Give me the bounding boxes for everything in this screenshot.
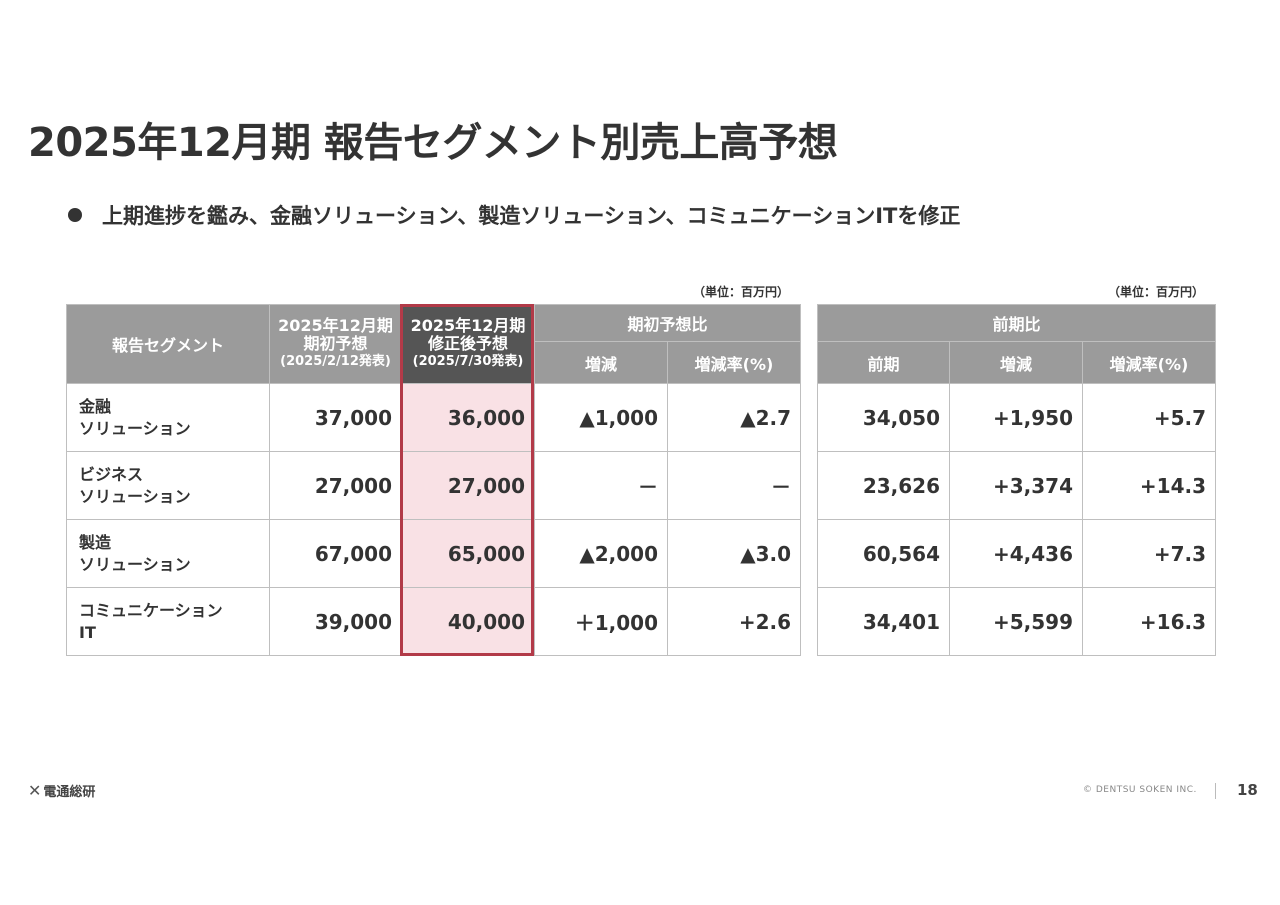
prior-value: 34,050 [817,383,950,452]
change-value: － [534,451,668,520]
prior-value: 34,401 [817,587,950,656]
unit-label-left: （単位：百万円） [693,285,790,299]
unit-label-right: （単位：百万円） [1108,285,1205,299]
page-number: 18 [1237,781,1258,799]
logo-text: 電通総研 [43,785,96,800]
change-rate-value: ▲3.0 [666,519,802,588]
change-value: +4,436 [949,519,1083,588]
segment-name: ビジネス ソリューション [66,451,270,520]
change-value: ▲1,000 [534,383,668,452]
header-change-rate: 増減率(%) [666,341,802,384]
table-row: 34,050 +1,950 +5.7 [817,383,1217,452]
table-row: 60,564 +4,436 +7.3 [817,519,1217,588]
page-title: 2025年12月期 報告セグメント別売上高予想 [28,120,838,166]
change-value: ▲2,000 [534,519,668,588]
header-segment: 報告セグメント [66,304,270,384]
logo-mark-icon: ✕ [28,781,42,800]
revised-forecast-value: 36,000 [401,383,535,452]
company-logo: ✕ 電通総研 [28,781,95,800]
initial-forecast-value: 67,000 [269,519,402,588]
change-value: ＋1,000 [534,587,668,656]
change-rate-value: +16.3 [1081,587,1217,656]
footer-divider [1215,783,1216,799]
change-value: +5,599 [949,587,1083,656]
change-value: +3,374 [949,451,1083,520]
change-rate-value: +7.3 [1081,519,1217,588]
revised-forecast-value: 27,000 [401,451,535,520]
revised-forecast-value: 65,000 [401,519,535,588]
bullet-text: 上期進捗を鑑み、金融ソリューション、製造ソリューション、コミュニケーションITを… [102,204,961,228]
header-vs-prior: 前期比 [816,304,1217,342]
header-prior: 前期 [817,341,950,384]
forecast-table: 報告セグメント 2025年12月期 期初予想 (2025/2/12発表) 202… [66,304,802,656]
header-change: 増減 [949,341,1083,384]
header-change: 増減 [534,341,668,384]
table-row: 金融 ソリューション 37,000 36,000 ▲1,000 ▲2.7 [66,383,802,452]
table-row: 製造 ソリューション 67,000 65,000 ▲2,000 ▲3.0 [66,519,802,588]
copyright: © DENTSU SOKEN INC. [1083,785,1197,795]
prior-value: 23,626 [817,451,950,520]
header-revised-forecast: 2025年12月期 修正後予想 (2025/7/30発表) [401,304,535,384]
initial-forecast-value: 27,000 [269,451,402,520]
segment-name: 金融 ソリューション [66,383,270,452]
bullet-dot-icon [68,208,82,222]
initial-forecast-value: 39,000 [269,587,402,656]
change-value: +1,950 [949,383,1083,452]
bullet-point: 上期進捗を鑑み、金融ソリューション、製造ソリューション、コミュニケーションITを… [68,200,960,230]
table-row: 23,626 +3,374 +14.3 [817,451,1217,520]
prior-year-comparison-table: 前期比 前期 増減 増減率(%) 34,050 +1,950 +5.7 23,6… [816,304,1217,656]
segment-name: 製造 ソリューション [66,519,270,588]
change-rate-value: +2.6 [666,587,802,656]
change-rate-value: +14.3 [1081,451,1217,520]
segment-name: コミュニケーション IT [66,587,270,656]
header-vs-initial: 期初予想比 [533,304,802,342]
initial-forecast-value: 37,000 [269,383,402,452]
revised-forecast-value: 40,000 [401,587,535,656]
change-rate-value: +5.7 [1081,383,1217,452]
change-rate-value: － [666,451,802,520]
header-initial-forecast: 2025年12月期 期初予想 (2025/2/12発表) [269,304,402,384]
change-rate-value: ▲2.7 [666,383,802,452]
prior-value: 60,564 [817,519,950,588]
table-row: コミュニケーション IT 39,000 40,000 ＋1,000 +2.6 [66,587,802,656]
header-change-rate: 増減率(%) [1081,341,1217,384]
table-row: ビジネス ソリューション 27,000 27,000 － － [66,451,802,520]
table-row: 34,401 +5,599 +16.3 [817,587,1217,656]
